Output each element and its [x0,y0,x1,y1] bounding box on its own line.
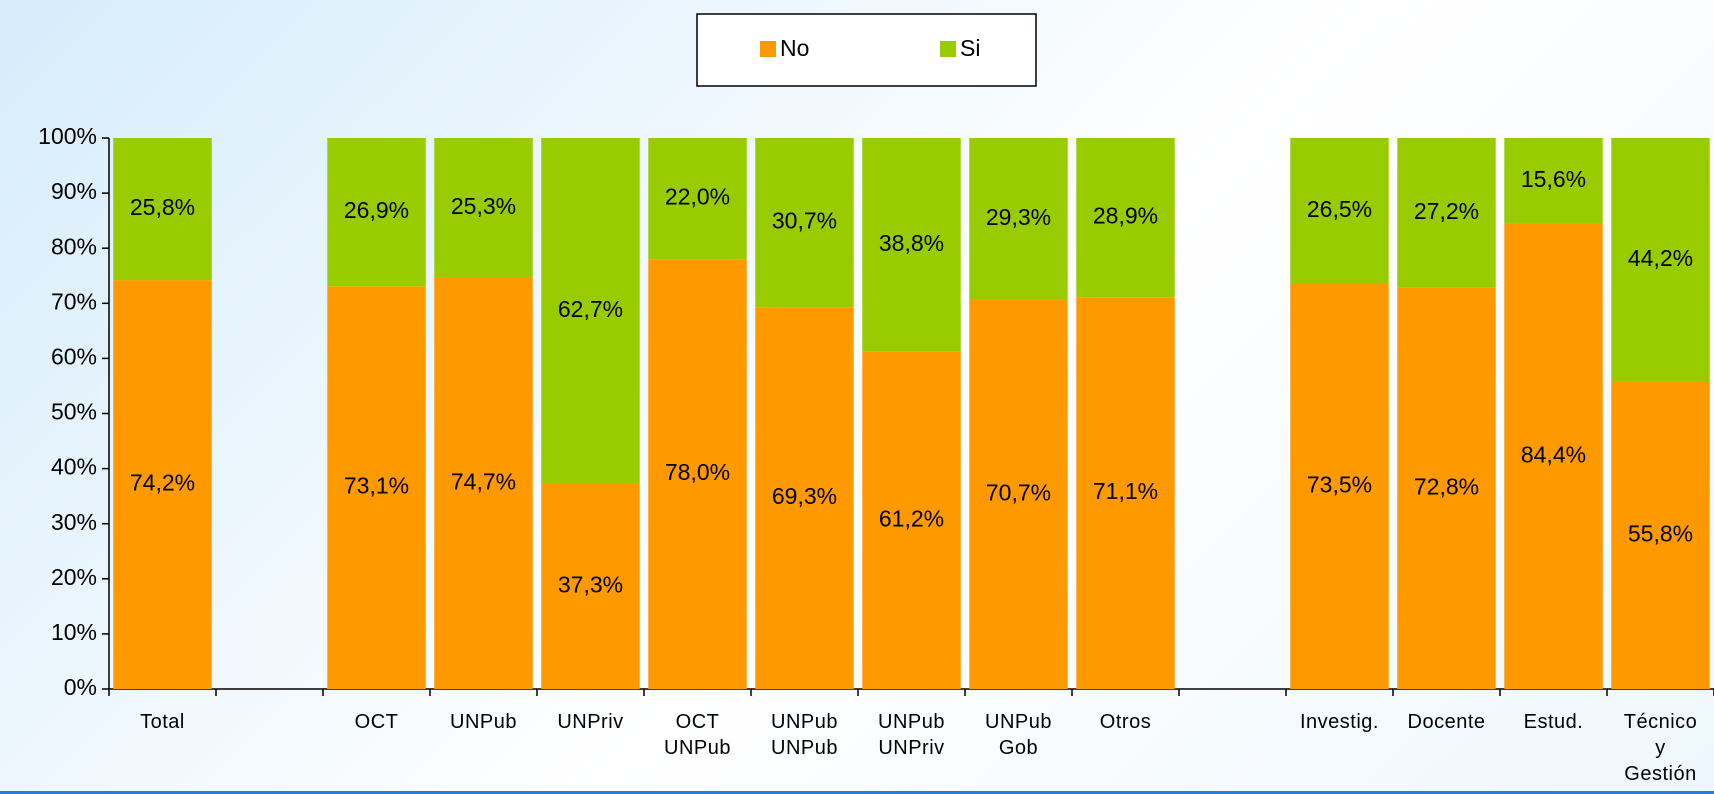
data-label: 78,0% [665,459,730,485]
data-label: 26,5% [1307,196,1372,222]
y-tick-label: 50% [51,399,97,425]
y-tick-label: 60% [51,343,97,369]
legend-swatch [940,41,956,57]
bar-segment [113,138,212,281]
data-label: 44,2% [1628,245,1693,271]
data-label: 61,2% [879,505,944,531]
bar-segment [1397,287,1496,689]
bar-segment [755,138,854,308]
x-tick-label: Otros [1099,711,1152,733]
bar-segment [1611,381,1710,689]
y-tick-label: 0% [64,674,97,700]
bar-segment [327,138,426,287]
bar-segment [755,307,854,689]
x-tick-label: UNPub [450,711,517,733]
bar-segment [1504,138,1603,224]
x-tick-label: UNPub Gob [985,711,1052,759]
data-label: 37,3% [558,571,623,597]
y-tick-label: 100% [38,123,97,149]
legend-box [696,13,1037,87]
data-label: 15,6% [1521,166,1586,192]
bar-segment [1611,138,1710,382]
data-label: 74,2% [130,470,195,496]
bar-segment [862,138,961,352]
x-tick-label: Docente [1407,711,1486,733]
bar-segment [113,280,212,689]
data-label: 38,8% [879,230,944,256]
data-label: 22,0% [665,184,730,210]
y-tick-label: 90% [51,178,97,204]
y-tick-label: 80% [51,233,97,259]
data-label: 69,3% [772,483,837,509]
x-tick-label: UNPriv [557,711,624,733]
legend-label: Si [960,35,980,61]
bar-segment [1504,223,1603,689]
bar-segment [969,299,1068,689]
bar-segment [862,351,961,689]
data-label: 26,9% [344,197,409,223]
data-label: 71,1% [1093,478,1158,504]
x-tick-label: OCT UNPub [664,711,731,759]
bar-segment [648,138,747,260]
data-label: 84,4% [1521,442,1586,468]
y-tick-label: 20% [51,564,97,590]
bar-segment [1076,138,1175,298]
x-tick-label: UNPub UNPriv [878,711,945,759]
data-label: 25,3% [451,193,516,219]
data-label: 28,9% [1093,203,1158,229]
y-tick-label: 70% [51,288,97,314]
x-tick-label: OCT [354,711,399,733]
bar-segment [434,138,533,278]
bar-segment [434,277,533,689]
bar-segment [327,286,426,689]
data-label: 73,5% [1307,472,1372,498]
data-label: 62,7% [558,296,623,322]
bar-segment [1397,138,1496,288]
x-tick-label: Estud. [1523,711,1584,733]
data-label: 55,8% [1628,520,1693,546]
data-label: 25,8% [130,194,195,220]
x-tick-label: Total [140,711,185,733]
data-label: 73,1% [344,473,409,499]
data-label: 27,2% [1414,198,1479,224]
data-label: 30,7% [772,208,837,234]
bar-segment [1290,138,1389,285]
legend-swatch [760,41,776,57]
data-label: 29,3% [986,204,1051,230]
x-tick-label: Investig. [1300,711,1379,733]
bottom-border [0,791,1714,794]
bar-segment [648,259,747,689]
bar-segment [969,138,1068,300]
data-label: 74,7% [451,468,516,494]
y-tick-label: 30% [51,509,97,535]
bar-segment [1290,284,1389,689]
x-tick-label: UNPub UNPub [771,711,838,759]
data-label: 72,8% [1414,474,1479,500]
bar-segment [541,138,640,484]
legend-label: No [780,35,809,61]
x-tick-label: Técnico y Gestión [1623,711,1698,785]
y-tick-label: 40% [51,454,97,480]
data-label: 70,7% [986,479,1051,505]
bar-segment [1076,297,1175,689]
y-tick-label: 10% [51,619,97,645]
bar-segment [541,483,640,689]
